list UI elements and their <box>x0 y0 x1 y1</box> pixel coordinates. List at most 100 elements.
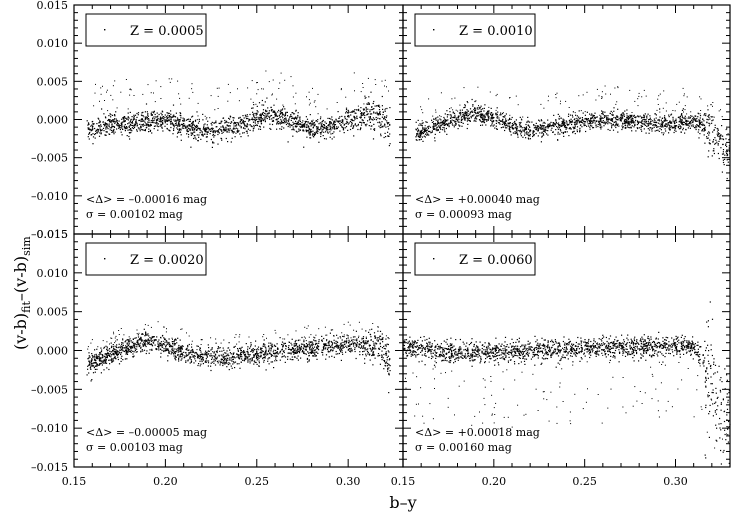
data-point <box>231 131 233 133</box>
data-point <box>270 106 272 108</box>
data-point <box>643 115 646 117</box>
data-point <box>142 119 144 121</box>
data-point <box>576 115 578 117</box>
data-point <box>240 118 242 120</box>
data-point <box>384 110 386 112</box>
data-point <box>162 117 164 120</box>
data-point <box>259 114 261 116</box>
data-point <box>262 109 265 111</box>
data-point <box>94 133 96 136</box>
data-point <box>95 130 97 132</box>
data-point <box>297 112 299 114</box>
data-point <box>591 125 593 127</box>
data-point <box>145 352 147 355</box>
data-point <box>343 123 346 125</box>
data-point <box>641 96 643 98</box>
data-point <box>274 112 276 114</box>
data-point <box>387 350 389 352</box>
data-point <box>261 112 264 114</box>
data-point <box>116 122 119 124</box>
data-point <box>544 122 546 124</box>
data-point <box>150 338 152 340</box>
data-point <box>177 347 179 350</box>
data-point <box>128 126 130 129</box>
data-point <box>168 112 170 114</box>
data-point <box>127 350 129 352</box>
data-point <box>381 347 384 349</box>
data-point <box>246 357 248 359</box>
data-point <box>240 119 242 122</box>
data-point <box>469 120 471 122</box>
data-point <box>452 112 454 114</box>
data-point <box>337 111 339 113</box>
data-point <box>107 110 109 112</box>
data-point <box>701 121 703 123</box>
data-point <box>525 123 527 126</box>
data-point <box>276 123 278 125</box>
data-point <box>422 112 424 114</box>
data-point <box>96 365 98 367</box>
data-point <box>729 152 731 154</box>
panel-3: –0.015–0.010–0.0050.0000.0050.0100.0150.… <box>31 228 404 488</box>
data-point <box>701 124 703 126</box>
data-point <box>326 108 328 110</box>
data-point <box>464 106 466 108</box>
data-point <box>90 128 92 130</box>
data-point <box>298 124 300 126</box>
data-point <box>260 116 262 118</box>
data-point <box>308 352 310 354</box>
data-point <box>138 119 140 122</box>
data-point <box>606 121 608 123</box>
data-point <box>92 136 95 138</box>
data-point <box>306 357 309 360</box>
data-point <box>116 128 118 130</box>
data-point <box>87 122 90 124</box>
data-point <box>525 133 528 135</box>
data-point <box>186 129 188 131</box>
data-point <box>418 139 420 141</box>
data-point <box>604 116 606 119</box>
data-point <box>178 356 180 358</box>
data-point <box>176 348 178 350</box>
data-point <box>678 116 680 118</box>
data-point <box>87 127 89 129</box>
data-point <box>648 124 650 126</box>
data-point <box>271 345 273 347</box>
data-point <box>492 125 494 127</box>
data-point <box>367 77 369 79</box>
data-point <box>598 95 600 97</box>
data-point <box>212 131 214 133</box>
data-point <box>116 121 118 123</box>
data-point <box>349 348 351 350</box>
data-point <box>122 342 124 344</box>
data-point <box>128 125 130 127</box>
data-point <box>202 135 204 137</box>
data-point <box>179 119 181 121</box>
data-point <box>611 114 613 116</box>
data-point <box>204 129 206 131</box>
data-point <box>540 128 542 130</box>
data-point <box>180 112 182 115</box>
data-point <box>118 127 120 129</box>
data-point <box>316 347 318 349</box>
data-point <box>295 126 297 128</box>
data-point <box>127 129 129 131</box>
data-point <box>334 124 336 126</box>
data-point <box>130 119 132 121</box>
data-point <box>113 347 115 349</box>
data-point <box>529 130 531 132</box>
data-point <box>296 131 298 133</box>
data-point <box>255 112 258 114</box>
data-point <box>322 354 324 356</box>
data-point <box>483 119 485 121</box>
data-point <box>500 120 503 122</box>
data-point <box>631 120 633 122</box>
data-point <box>104 122 106 124</box>
data-point <box>387 337 389 339</box>
data-point <box>309 102 311 104</box>
data-point <box>455 123 457 125</box>
data-point <box>527 134 529 136</box>
data-point <box>510 134 512 136</box>
data-point <box>572 126 574 128</box>
data-point <box>363 113 365 115</box>
